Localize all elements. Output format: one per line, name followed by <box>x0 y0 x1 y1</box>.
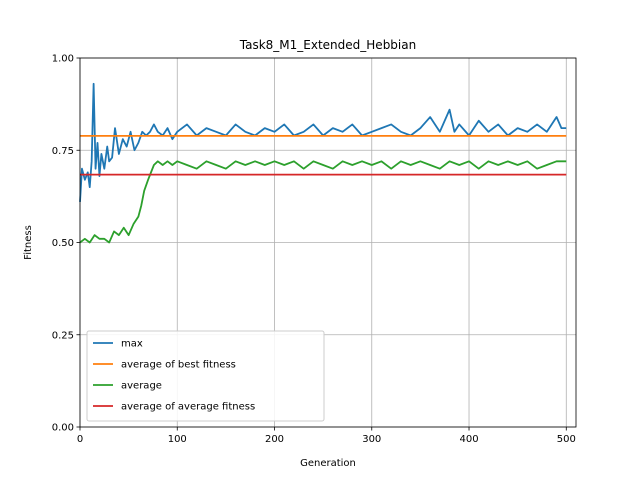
y-tick-label: 0.00 <box>52 423 74 434</box>
y-tick-label: 0.25 <box>52 330 74 341</box>
legend-label-average: average <box>121 381 162 392</box>
series-lines <box>79 82 567 244</box>
y-tick-label: 0.75 <box>52 146 74 157</box>
legend-label-max: max <box>121 339 143 350</box>
chart-title: Task8_M1_Extended_Hebbian <box>239 38 416 52</box>
legend-label-average-of-average-fitness: average of average fitness <box>121 402 255 413</box>
x-axis-label: Generation <box>300 458 356 469</box>
y-axis-label: Fitness <box>23 225 34 260</box>
max-series-line <box>79 82 567 202</box>
legend: max average of best fitness average average… <box>86 330 325 422</box>
x-tick-label: 200 <box>265 434 284 445</box>
x-tick-label: 0 <box>77 434 83 445</box>
average-series-line <box>79 160 567 244</box>
legend-box <box>86 330 325 422</box>
axis-ticks: 0 100 200 300 400 500 0.00 0.25 0.50 0.75 1.00 <box>52 54 576 446</box>
x-tick-label: 300 <box>362 434 381 445</box>
y-tick-label: 0.50 <box>52 238 74 249</box>
x-tick-label: 500 <box>557 434 576 445</box>
x-tick-label: 400 <box>459 434 478 445</box>
legend-label-average-of-best-fitness: average of best fitness <box>121 360 236 371</box>
y-tick-label: 1.00 <box>52 54 74 65</box>
x-tick-label: 100 <box>168 434 187 445</box>
